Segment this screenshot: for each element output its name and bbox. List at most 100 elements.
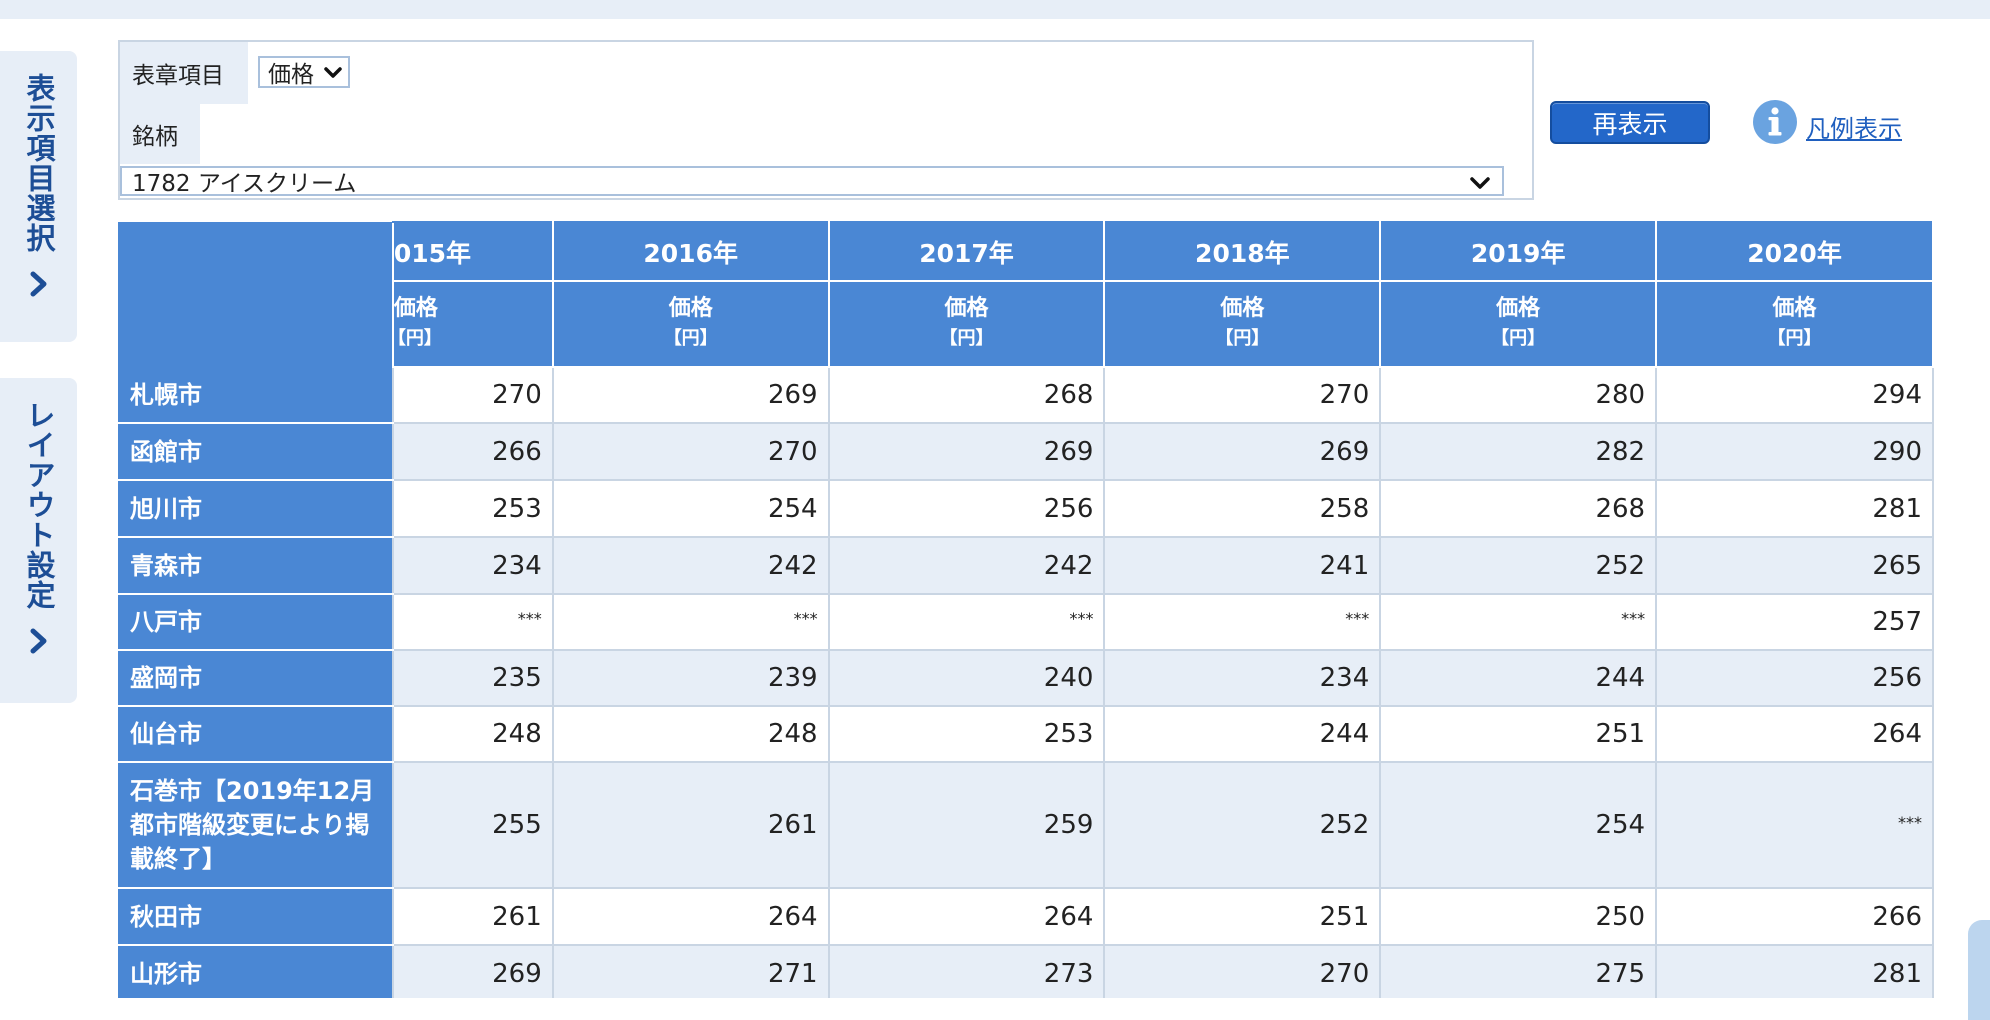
price-cell: 239 — [551, 649, 830, 707]
city-name: 山形市 — [118, 945, 393, 998]
table-row: 八戸市 *** *** *** *** *** 257 — [118, 593, 1934, 651]
legend-link[interactable]: 凡例表示 — [1806, 115, 1902, 143]
price-cell: 255 — [391, 761, 554, 889]
sub-header: 価格 【円】 — [827, 280, 1106, 368]
year-header: 2017年 — [827, 221, 1106, 282]
price-cell: 270 — [1103, 944, 1382, 998]
selection-panel: 表章項目 価格 銘柄 1782 アイスクリーム — [118, 40, 1534, 200]
price-cell: 270 — [391, 366, 554, 424]
price-cell: 270 — [551, 422, 830, 481]
price-cell: 264 — [827, 887, 1106, 946]
sub-header-unit: 【円】 — [939, 328, 994, 349]
scroll-to-top-button[interactable] — [1968, 920, 1990, 1020]
chevron-down-icon — [324, 67, 342, 78]
table-row: 函館市 266 270 269 269 282 290 — [118, 422, 1934, 481]
sub-header-unit: 【円】 — [1491, 328, 1546, 349]
price-cell: 281 — [1655, 944, 1934, 998]
price-cell: 253 — [827, 705, 1106, 763]
price-cell: 241 — [1103, 536, 1382, 595]
price-cell: 268 — [827, 366, 1106, 424]
price-cell: 275 — [1379, 944, 1658, 998]
year-header: 2020年 — [1655, 221, 1934, 282]
price-cell: 254 — [551, 479, 830, 538]
price-cell: *** — [1379, 593, 1658, 651]
price-cell: 271 — [551, 944, 830, 998]
price-cell: 251 — [1379, 705, 1658, 763]
price-cell: 256 — [1655, 649, 1934, 707]
table-row: 青森市 234 242 242 241 252 265 — [118, 536, 1934, 595]
city-name: 石巻市【2019年12月都市階級変更により掲載終了】 — [118, 762, 393, 889]
city-name: 盛岡市 — [118, 650, 393, 707]
price-cell: 258 — [1103, 479, 1382, 538]
sub-header-unit: 【円】 — [1215, 328, 1270, 349]
price-cell: *** — [1103, 593, 1382, 651]
display-items-tab-label: 表示項目選択 — [22, 73, 56, 253]
brand-select-value: 1782 アイスクリーム — [132, 171, 357, 197]
price-cell: 280 — [1379, 366, 1658, 424]
table-row: 秋田市 261 264 264 251 250 266 — [118, 887, 1934, 946]
price-cell: 294 — [1655, 366, 1934, 424]
sub-header-unit: 【円】 — [663, 328, 718, 349]
price-cell: *** — [827, 593, 1106, 651]
city-name: 旭川市 — [118, 480, 393, 538]
brand-select[interactable]: 1782 アイスクリーム — [120, 166, 1504, 197]
price-cell: 269 — [551, 366, 830, 424]
info-icon[interactable] — [1752, 99, 1798, 145]
price-cell: *** — [551, 593, 830, 651]
city-name: 函館市 — [118, 423, 393, 481]
price-cell: 240 — [827, 649, 1106, 707]
layout-settings-tab-label: レイアウト設定 — [22, 400, 56, 610]
table-row: 盛岡市 235 239 240 234 244 256 — [118, 649, 1934, 707]
price-cell: 273 — [827, 944, 1106, 998]
table-row: 山形市 269 271 273 270 275 281 — [118, 944, 1934, 998]
table-row: 札幌市 270 269 268 270 280 294 — [118, 366, 1934, 424]
price-cell: 252 — [1103, 761, 1382, 889]
brand-label: 銘柄 — [120, 104, 200, 164]
sub-header-label: 価格 — [393, 296, 438, 321]
year-header: 015年 — [391, 221, 554, 282]
city-name: 札幌市 — [118, 367, 393, 424]
table-row: 仙台市 248 248 253 244 251 264 — [118, 705, 1934, 763]
price-cell: 253 — [391, 479, 554, 538]
price-cell: 244 — [1379, 649, 1658, 707]
price-cell: 266 — [391, 422, 554, 481]
price-cell: *** — [1655, 761, 1934, 889]
sub-header-unit: 【円】 — [1767, 328, 1822, 349]
year-header: 2016年 — [551, 221, 830, 282]
price-cell: 254 — [1379, 761, 1658, 889]
price-cell: 234 — [391, 536, 554, 595]
price-cell: 264 — [1655, 705, 1934, 763]
price-cell: 248 — [391, 705, 554, 763]
price-cell: 248 — [551, 705, 830, 763]
price-cell: 264 — [551, 887, 830, 946]
sub-header: 価格 【円】 — [1655, 280, 1934, 368]
sub-header: 価格 【円】 — [1379, 280, 1658, 368]
price-cell: 261 — [391, 887, 554, 946]
price-cell: 257 — [1655, 593, 1934, 651]
header-corner — [118, 222, 393, 367]
price-cell: 250 — [1379, 887, 1658, 946]
price-cell: 269 — [391, 944, 554, 998]
item-select[interactable]: 価格 — [258, 56, 350, 88]
price-cell: 265 — [1655, 536, 1934, 595]
sub-header-label: 価格 — [1496, 296, 1541, 321]
sub-header-row: 価格 【円】 価格 【円】 価格 【円】 価格 【円】 価格 【円】 — [118, 280, 1934, 368]
sub-header: 価格 【円】 — [388, 280, 554, 368]
redisplay-button[interactable]: 再表示 — [1550, 101, 1710, 144]
price-cell: 259 — [827, 761, 1106, 889]
display-items-tab[interactable]: 表示項目選択 — [0, 51, 77, 342]
price-cell: 252 — [1379, 536, 1658, 595]
price-cell: 234 — [1103, 649, 1382, 707]
price-cell: 242 — [827, 536, 1106, 595]
price-cell: 268 — [1379, 479, 1658, 538]
price-cell: *** — [391, 593, 554, 651]
price-cell: 269 — [827, 422, 1106, 481]
price-cell: 261 — [551, 761, 830, 889]
price-cell: 266 — [1655, 887, 1934, 946]
price-cell: 244 — [1103, 705, 1382, 763]
price-cell: 242 — [551, 536, 830, 595]
sub-header: 価格 【円】 — [1103, 280, 1382, 368]
layout-settings-tab[interactable]: レイアウト設定 — [0, 378, 77, 703]
price-cell: 282 — [1379, 422, 1658, 481]
year-header: 2018年 — [1103, 221, 1382, 282]
